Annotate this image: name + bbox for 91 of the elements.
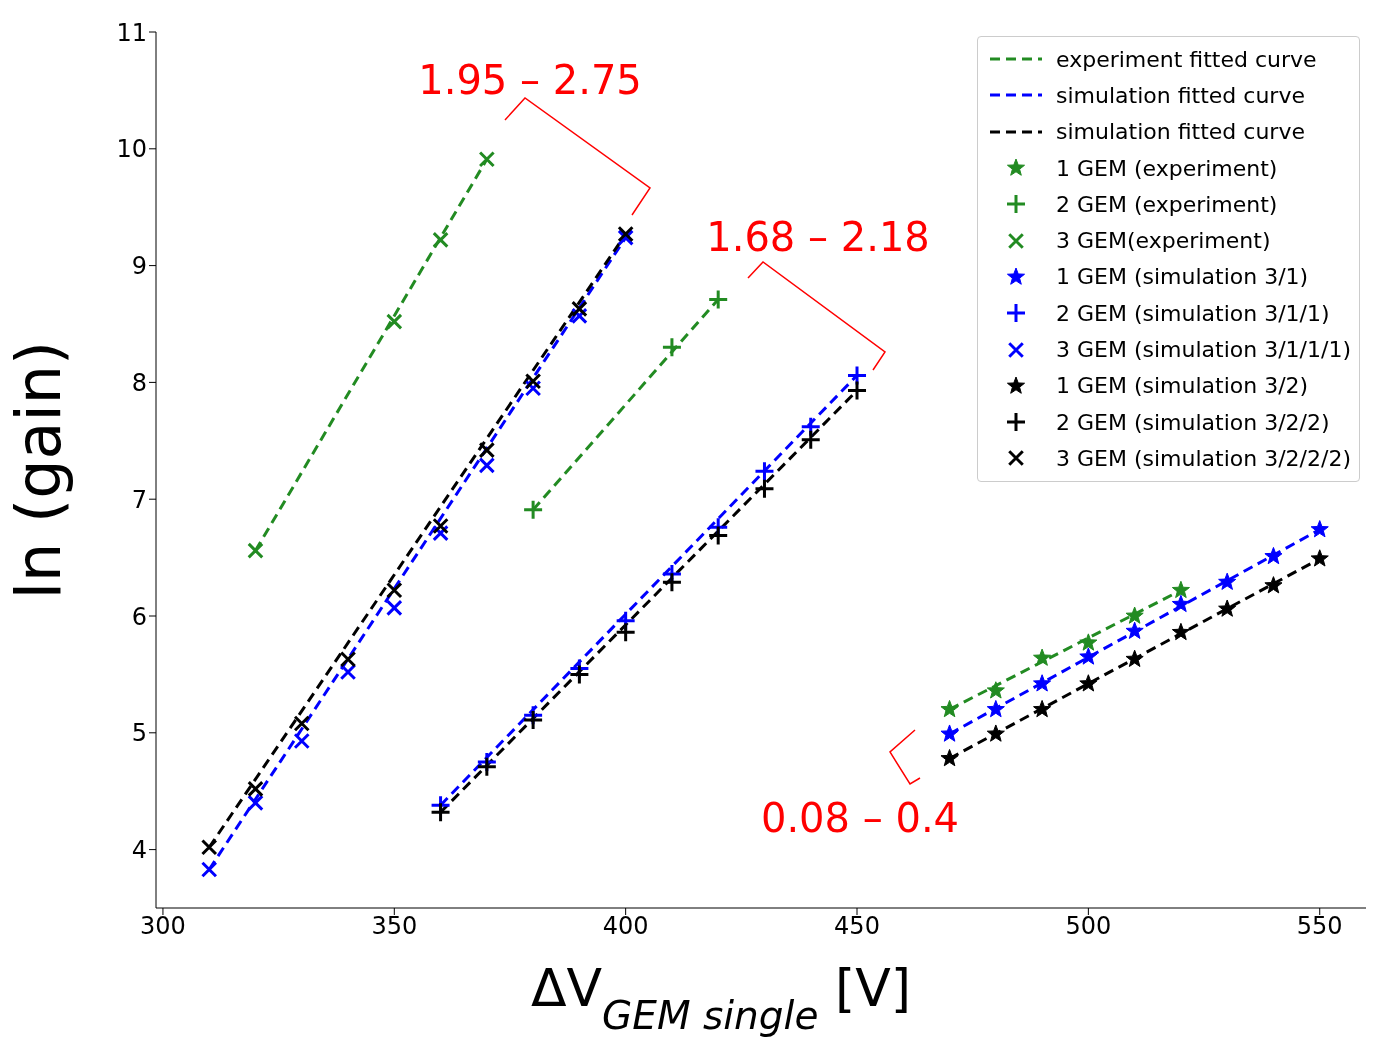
y-tick-label: 9 xyxy=(131,252,147,281)
point xyxy=(615,621,637,643)
point xyxy=(1125,621,1144,639)
point xyxy=(247,542,264,559)
annotation: 1.68 – 2.18 xyxy=(706,214,930,260)
point xyxy=(986,724,1005,742)
point xyxy=(476,756,498,778)
y-tick-label: 10 xyxy=(116,135,147,164)
point xyxy=(1033,699,1052,718)
y-axis-title: ln (gain) xyxy=(1,340,75,600)
point xyxy=(478,151,496,168)
legend-label: 2 GEM (simulation 3/2/2) xyxy=(1056,409,1330,435)
x-tick-label: 400 xyxy=(602,912,649,941)
point xyxy=(986,681,1005,699)
point xyxy=(617,225,634,243)
point xyxy=(1171,622,1190,641)
point xyxy=(200,839,218,856)
point xyxy=(386,313,403,330)
legend-label: 1 GEM (experiment) xyxy=(1056,155,1278,181)
point xyxy=(661,336,683,358)
point xyxy=(478,441,496,459)
x-tick-label: 450 xyxy=(834,912,880,941)
point xyxy=(571,307,588,325)
y-tick-label: 6 xyxy=(131,602,147,631)
point xyxy=(293,732,311,750)
point xyxy=(200,861,218,878)
point xyxy=(800,429,822,451)
y-tick-label: 7 xyxy=(131,485,147,514)
legend-label: 1 GEM (simulation 3/2) xyxy=(1056,373,1309,399)
point xyxy=(1079,647,1098,665)
point xyxy=(293,715,311,732)
legend-label: simulation fitted curve xyxy=(1056,119,1305,145)
legend-label: 3 GEM (simulation 3/1/1/1) xyxy=(1056,337,1351,363)
point xyxy=(339,663,357,681)
x-tick-label: 500 xyxy=(1065,912,1112,941)
point xyxy=(1033,648,1052,666)
point xyxy=(524,372,542,390)
point xyxy=(1079,633,1098,651)
point xyxy=(940,749,959,767)
point xyxy=(386,582,403,599)
y-tick-label: 8 xyxy=(131,368,147,397)
point xyxy=(1218,572,1237,590)
point xyxy=(571,300,588,318)
point xyxy=(707,524,729,546)
point xyxy=(1218,599,1237,617)
y-tick-label: 4 xyxy=(131,836,147,865)
point xyxy=(247,780,264,798)
point xyxy=(1264,546,1283,565)
point xyxy=(522,709,544,731)
legend-label: 1 GEM (simulation 3/1) xyxy=(1056,264,1309,290)
point xyxy=(1171,594,1190,613)
point xyxy=(707,288,729,310)
point xyxy=(432,517,449,535)
x-tick-label: 550 xyxy=(1296,912,1343,941)
point xyxy=(386,599,403,617)
point xyxy=(478,457,496,474)
point xyxy=(1033,674,1052,692)
point xyxy=(1264,576,1283,594)
legend-label: 3 GEM (simulation 3/2/2/2) xyxy=(1056,445,1351,471)
legend-label: 3 GEM(experiment) xyxy=(1056,228,1271,254)
point xyxy=(1079,674,1098,692)
point xyxy=(753,460,775,482)
point xyxy=(940,699,959,718)
legend-label: 2 GEM (simulation 3/1/1) xyxy=(1056,300,1330,326)
legend-label: 2 GEM (experiment) xyxy=(1056,191,1278,217)
point xyxy=(846,380,868,402)
point xyxy=(1171,580,1190,599)
annotation: 1.95 – 2.75 xyxy=(418,57,642,103)
annotation: 0.08 – 0.4 xyxy=(760,795,960,841)
point xyxy=(986,699,1005,718)
point xyxy=(432,231,449,249)
x-tick-label: 350 xyxy=(371,912,418,941)
legend-label: experiment fitted curve xyxy=(1056,46,1317,72)
point xyxy=(430,801,452,823)
point xyxy=(661,571,683,593)
point xyxy=(522,499,544,521)
point xyxy=(247,794,264,812)
y-tick-label: 11 xyxy=(116,18,147,47)
point xyxy=(1310,520,1329,538)
legend-label: simulation fitted curve xyxy=(1056,82,1305,108)
point xyxy=(568,663,590,685)
point xyxy=(432,524,449,542)
x-tick-label: 300 xyxy=(140,912,186,941)
point xyxy=(753,478,775,500)
y-tick-label: 5 xyxy=(131,719,147,748)
point xyxy=(940,724,959,742)
point xyxy=(339,650,357,668)
point xyxy=(1125,606,1144,624)
point xyxy=(1310,549,1329,567)
x-axis-title: ΔV$_{GEM single}$ [V] xyxy=(530,958,912,1038)
point xyxy=(1125,649,1144,667)
